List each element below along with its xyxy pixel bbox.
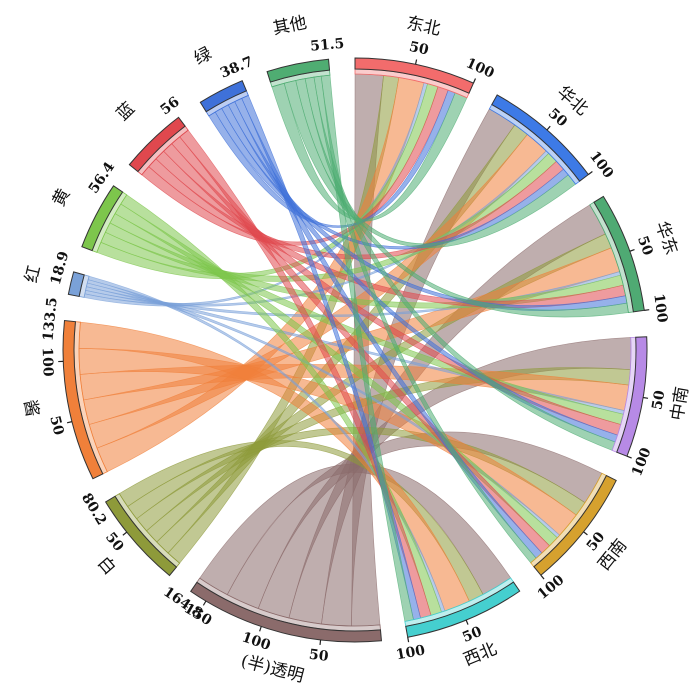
tick-label: 50 bbox=[46, 414, 66, 437]
tick-mark bbox=[643, 398, 648, 399]
segment-label-东北: 东北 bbox=[405, 13, 442, 40]
tick-mark bbox=[320, 640, 321, 645]
tick-label: 50 bbox=[545, 105, 570, 130]
segment-label-中南: 中南 bbox=[667, 385, 692, 422]
segment-label-红: 红 bbox=[22, 264, 45, 285]
tick-mark bbox=[416, 59, 417, 64]
tick-mark bbox=[588, 172, 592, 175]
tick-mark bbox=[123, 532, 127, 535]
tick-mark bbox=[627, 456, 632, 458]
segment-label-绿: 绿 bbox=[191, 44, 215, 70]
segment-total-label: 133.5 bbox=[40, 297, 60, 342]
tick-label: 100 bbox=[39, 347, 56, 377]
tick-label: 100 bbox=[650, 293, 670, 324]
tick-label: 50 bbox=[634, 234, 656, 258]
tick-mark bbox=[408, 637, 409, 642]
tick-label: 50 bbox=[408, 39, 431, 59]
tick-label: 100 bbox=[535, 572, 568, 603]
segment-total-label: 56 bbox=[157, 94, 182, 119]
segment-total-label: 51.5 bbox=[310, 36, 345, 55]
tick-label: 50 bbox=[460, 624, 484, 646]
tick-mark bbox=[541, 575, 544, 579]
tick-mark bbox=[630, 250, 635, 252]
segment-label-其他: 其他 bbox=[271, 13, 308, 39]
tick-label: 100 bbox=[586, 148, 617, 181]
tick-mark bbox=[547, 126, 550, 130]
segment-total-label: 38.7 bbox=[218, 54, 256, 82]
tick-label: 50 bbox=[649, 389, 668, 411]
segment-label-蓝: 蓝 bbox=[113, 99, 139, 125]
tick-label: 50 bbox=[102, 530, 127, 555]
tick-mark bbox=[203, 601, 206, 605]
tick-mark bbox=[260, 627, 262, 632]
tick-label: 50 bbox=[308, 647, 329, 665]
tick-label: 100 bbox=[629, 445, 655, 478]
segment-total-label: 18.9 bbox=[48, 250, 73, 287]
tick-mark bbox=[473, 79, 475, 84]
tick-mark bbox=[584, 532, 588, 535]
tick-mark bbox=[466, 620, 468, 625]
segment-total-label: 80.2 bbox=[78, 491, 109, 528]
tick-mark bbox=[644, 310, 649, 311]
tick-label: 100 bbox=[240, 629, 273, 654]
segment-label-黄: 黄 bbox=[49, 185, 75, 209]
segment-label-酱: 酱 bbox=[19, 398, 42, 418]
segment-label-白: 白 bbox=[93, 553, 119, 579]
chord-ribbons bbox=[79, 74, 631, 626]
tick-label: 100 bbox=[395, 642, 427, 663]
tick-mark bbox=[67, 422, 72, 423]
segment-label-(半)透明: (半)透明 bbox=[239, 651, 306, 686]
tick-label: 100 bbox=[463, 55, 496, 82]
